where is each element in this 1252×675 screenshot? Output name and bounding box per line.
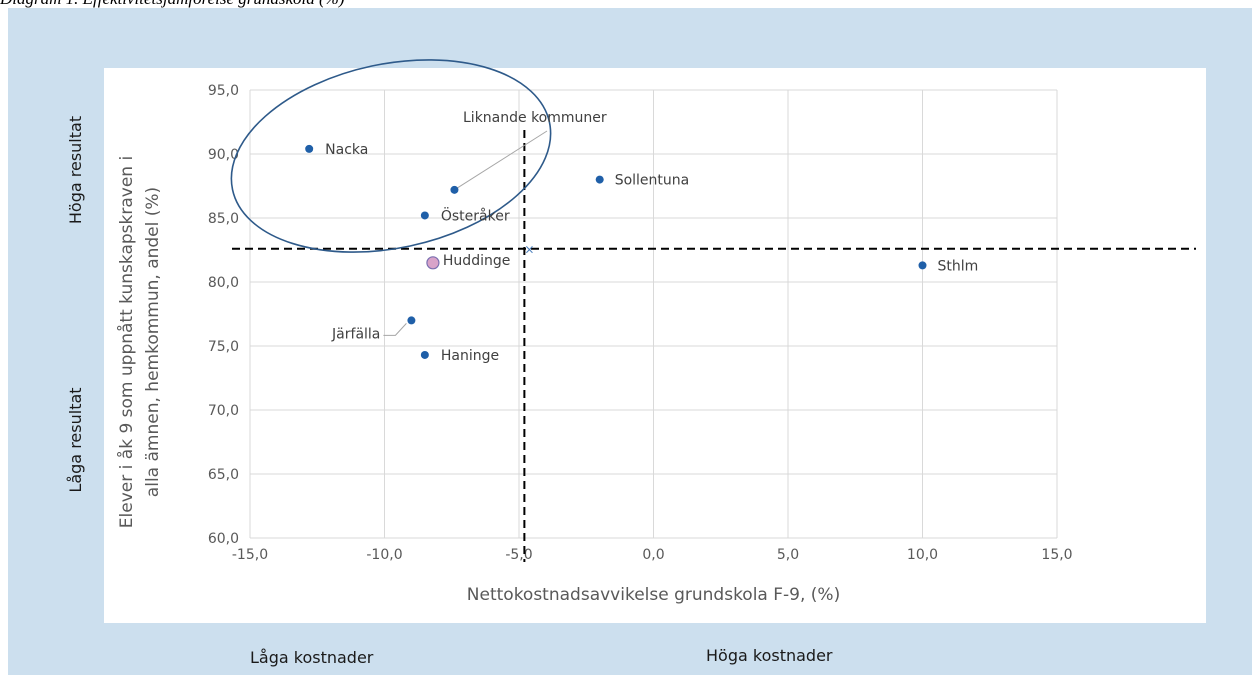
data-point-label: Järfälla <box>331 326 380 342</box>
x-tick-label: 10,0 <box>907 547 938 563</box>
y-tick-label: 60,0 <box>208 531 239 547</box>
data-point <box>420 211 429 220</box>
data-point <box>407 316 416 325</box>
x-tick-label: 15,0 <box>1041 547 1072 563</box>
y-axis-title: alla ämnen, hemkommun, andel (%) <box>143 187 163 497</box>
x-tick-label: 0,0 <box>642 547 664 563</box>
data-point-label: Sollentuna <box>615 173 690 189</box>
low-costs-label: Låga kostnader <box>250 648 374 667</box>
y-axis-title: Elever i åk 9 som uppnått kunskapskraven… <box>116 156 137 528</box>
x-axis-title: Nettokostnadsavvikelse grundskola F-9, (… <box>467 585 840 605</box>
jarfalla-leader-line <box>383 323 407 336</box>
y-tick-label: 75,0 <box>208 339 239 355</box>
similar-municipalities-ellipse <box>230 59 552 253</box>
data-point-highlight <box>426 256 440 270</box>
y-tick-label: 70,0 <box>208 403 239 419</box>
x-tick-label: 5,0 <box>777 547 799 563</box>
data-point <box>595 175 604 184</box>
y-tick-label: 90,0 <box>208 147 239 163</box>
y-tick-label: 65,0 <box>208 467 239 483</box>
y-tick-label: 85,0 <box>208 211 239 227</box>
y-tick-label: 95,0 <box>208 83 239 99</box>
reference-intersection-marker: × <box>524 243 534 257</box>
data-point <box>918 261 927 270</box>
annotation-leader-line <box>454 130 548 191</box>
data-point-label: Nacka <box>325 142 368 158</box>
data-point-label: Haninge <box>441 348 499 364</box>
x-tick-label: -15,0 <box>232 547 268 563</box>
high-costs-label: Höga kostnader <box>706 646 833 665</box>
y-tick-label: 80,0 <box>208 275 239 291</box>
figure-caption: Diagram 1. Effektivitetsjämförelse grund… <box>0 0 700 10</box>
data-point-label: Huddinge <box>443 253 510 269</box>
annotation-label: Liknande kommuner <box>463 110 607 126</box>
x-tick-label: -10,0 <box>366 547 402 563</box>
data-point-label: Sthlm <box>938 258 979 274</box>
data-point <box>420 350 429 359</box>
data-point <box>450 185 459 194</box>
x-tick-label: -5,0 <box>505 547 532 563</box>
data-point-label: Österåker <box>441 206 510 224</box>
data-point <box>305 144 314 153</box>
